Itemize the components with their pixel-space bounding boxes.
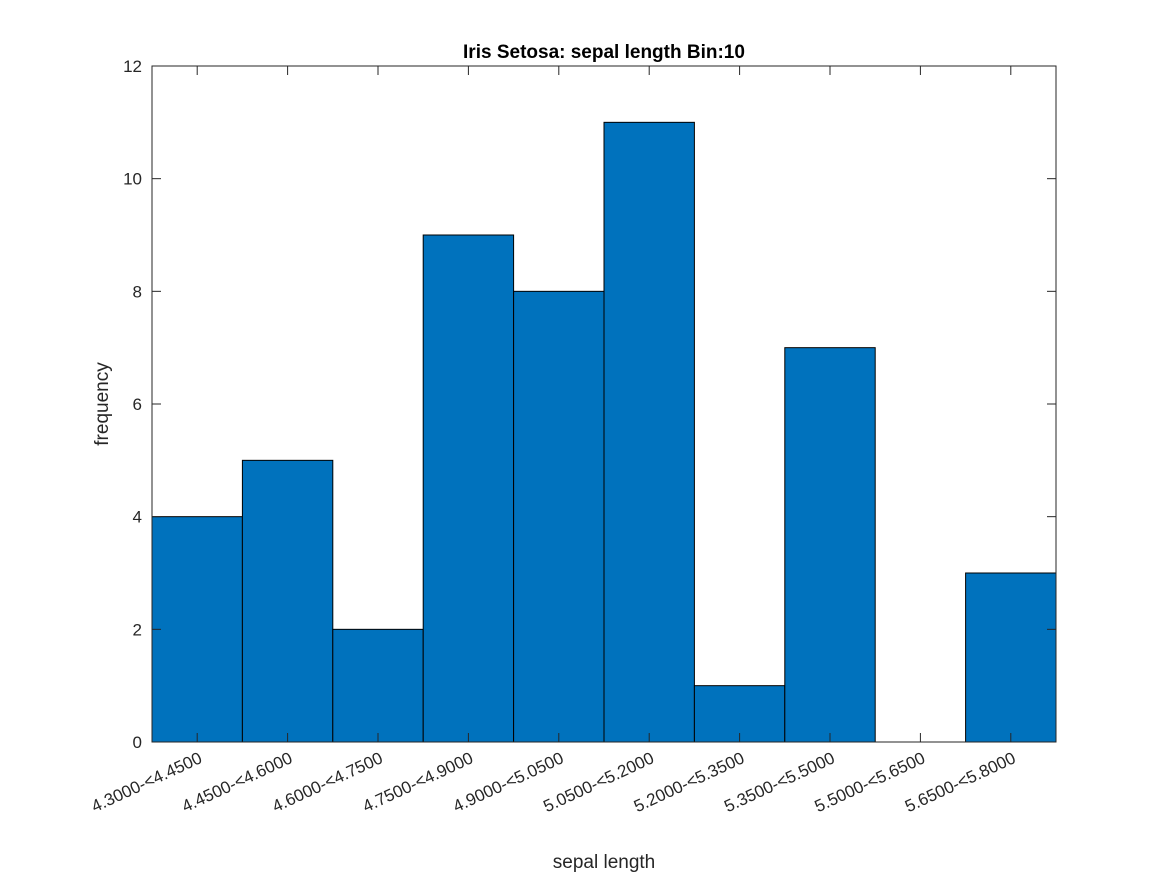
y-tick-label: 8 [133, 282, 142, 301]
bar-4.4500-<4.6000 [241, 459, 334, 743]
chart-title: Iris Setosa: sepal length Bin:10 [463, 42, 745, 63]
y-axis-label: frequency [92, 362, 113, 446]
bars-group [151, 121, 1057, 743]
bar-5.2000-<5.3500 [693, 685, 786, 743]
bar-5.0500-<5.2000 [603, 121, 695, 743]
y-tick-label: 10 [123, 170, 142, 189]
y-tick-label: 0 [133, 733, 142, 752]
bar-4.6000-<4.7500 [332, 628, 424, 743]
y-tick-label: 12 [123, 57, 142, 76]
y-tick-label: 2 [133, 620, 142, 639]
bar-5.3500-<5.5000 [784, 347, 876, 743]
y-tick-label: 6 [133, 395, 142, 414]
bar-4.9000-<5.0500 [513, 290, 605, 743]
bar-4.3000-<4.4500 [151, 516, 243, 743]
y-axis-ticks: 0 2 4 6 8 10 12 [123, 57, 1056, 752]
bar-5.6500-<5.8000 [965, 572, 1057, 743]
y-tick-label: 4 [133, 508, 142, 527]
x-axis-label: sepal length [553, 852, 655, 873]
bar-4.7500-<4.9000 [422, 234, 515, 743]
